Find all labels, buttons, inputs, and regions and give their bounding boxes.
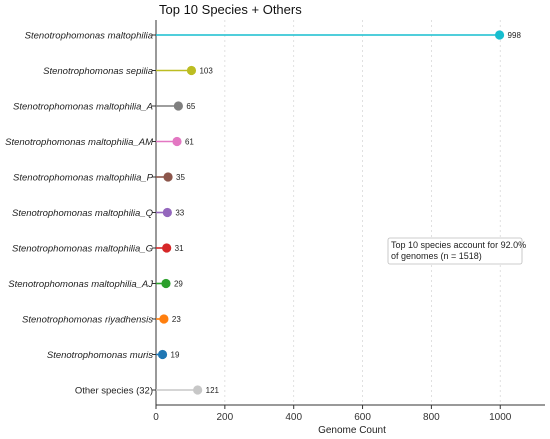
value-label: 35 xyxy=(176,173,185,182)
x-tick-label: 200 xyxy=(217,412,234,423)
category-label: Other species (32) xyxy=(75,386,153,397)
x-tick-label: 800 xyxy=(423,412,440,423)
value-label: 998 xyxy=(508,31,522,40)
x-tick-label: 400 xyxy=(285,412,302,423)
x-tick-label: 1000 xyxy=(489,412,512,423)
value-label: 31 xyxy=(175,244,184,253)
annotation-box: Top 10 species account for 92.0%of genom… xyxy=(387,237,526,265)
value-label: 19 xyxy=(171,351,180,360)
x-tick-label: 0 xyxy=(153,412,159,423)
category-label: Stenotrophomonas maltophilia_Q xyxy=(12,208,154,219)
data-marks: 998 103 65 61 35 33 31 29 23 19 121 xyxy=(156,30,521,395)
category-label: Stenotrophomonas maltophilia_AM xyxy=(5,137,153,148)
lollipop-dot xyxy=(162,243,172,253)
lollipop-dot xyxy=(494,30,505,40)
category-label: Stenotrophomonas maltophilia_AJ xyxy=(8,279,153,290)
lollipop-dot xyxy=(162,207,172,218)
lollipop-dot xyxy=(159,314,169,324)
axes: 0 200 400 600 800 1000 Stenotrophomonas maltop… xyxy=(5,20,545,423)
value-label: 23 xyxy=(172,315,181,324)
lollipop-dot xyxy=(173,101,183,111)
category-label: Stenotrophomonas maltophilia_A xyxy=(13,102,153,113)
chart-title: Top 10 Species + Others xyxy=(159,2,302,17)
value-label: 29 xyxy=(174,280,183,289)
category-label: Stenotrophomonas muris xyxy=(47,350,153,361)
category-label: Stenotrophomonas riyadhensis xyxy=(22,315,153,326)
lollipop-dot xyxy=(172,136,182,147)
lollipop-dot xyxy=(161,278,171,289)
annotation-text: of genomes (n = 1518) xyxy=(391,251,482,261)
category-label: Stenotrophomonas maltophilia_P xyxy=(13,173,154,184)
x-tick-label: 600 xyxy=(354,412,371,423)
value-label: 103 xyxy=(199,67,213,76)
annotation-text: Top 10 species account for 92.0% xyxy=(391,240,526,250)
value-label: 121 xyxy=(206,386,220,395)
lollipop-dot xyxy=(163,172,173,182)
category-label: Stenotrophomonas maltophilia xyxy=(25,31,153,42)
value-label: 33 xyxy=(175,209,184,218)
lollipop-dot xyxy=(157,349,168,360)
grid xyxy=(224,20,501,405)
value-label: 61 xyxy=(185,138,194,147)
x-axis-label: Genome Count xyxy=(318,425,386,436)
value-label: 65 xyxy=(186,102,195,111)
lollipop-dot xyxy=(186,65,197,76)
category-label: Stenotrophomonas maltophilia_G xyxy=(12,244,153,255)
annotation-frame xyxy=(387,237,523,265)
lollipop-dot xyxy=(193,385,203,395)
category-label: Stenotrophomonas sepilia xyxy=(43,66,153,77)
